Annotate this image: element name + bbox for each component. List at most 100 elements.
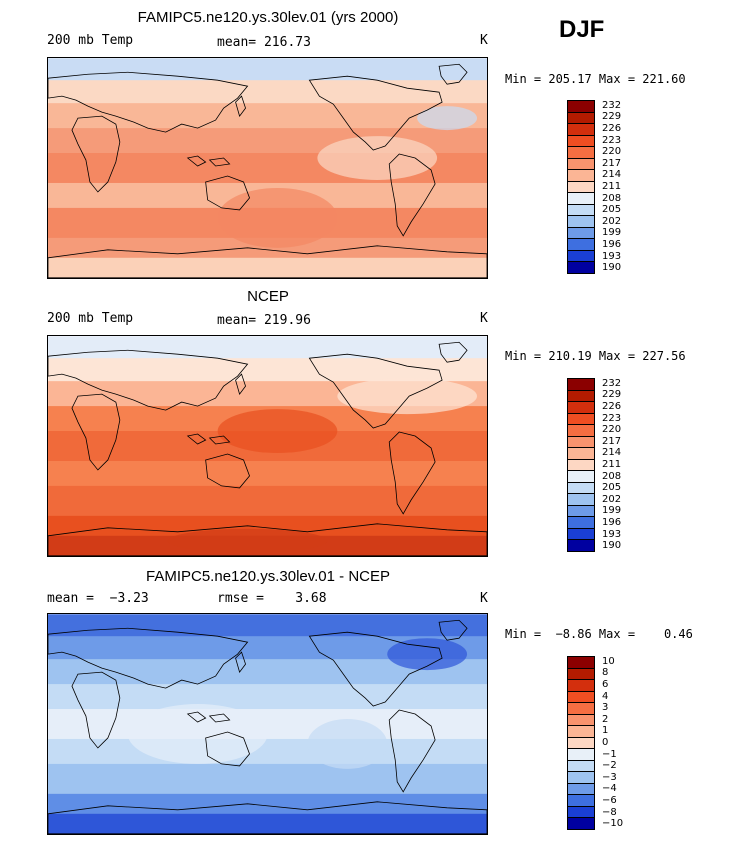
colorbar-swatch (568, 703, 594, 715)
colorbar-swatch (568, 517, 594, 529)
colorbar-label: −10 (602, 818, 624, 830)
colorbar-label: 6 (602, 679, 609, 690)
coastline (308, 631, 443, 707)
colorbar-swatch (568, 772, 594, 784)
map-contour-band (48, 58, 487, 82)
panel-2-colorbar (567, 378, 595, 552)
colorbar-swatch (568, 204, 594, 217)
coastline (48, 801, 487, 834)
map-contour-band (48, 709, 487, 740)
panel-2-map-graphic (48, 336, 487, 556)
colorbar-swatch (568, 227, 594, 240)
colorbar-label: 202 (602, 215, 622, 227)
colorbar-label: 223 (602, 134, 622, 146)
colorbar-label: −6 (602, 795, 617, 806)
season-label: DJF (559, 16, 605, 43)
panel-1-minmax: Min = 205.17 Max = 221.60 (505, 72, 686, 86)
colorbar-label: 208 (602, 470, 622, 482)
coastline (308, 75, 443, 151)
map-contour-band (48, 257, 487, 278)
colorbar-label: 217 (602, 435, 622, 447)
coastline (308, 353, 443, 429)
panel-3-colorbar (567, 656, 595, 830)
colorbar-label: −3 (602, 771, 617, 783)
colorbar-swatch (568, 193, 594, 205)
panel-1-colorbar (567, 100, 595, 274)
colorbar-label: 190 (602, 540, 622, 552)
colorbar-swatch (568, 379, 594, 391)
panel-2-units: K (480, 311, 488, 326)
colorbar-label: 10 (602, 655, 615, 667)
colorbar-swatch (568, 528, 594, 541)
colorbar-label: 211 (602, 181, 622, 192)
colorbar-swatch (568, 250, 594, 263)
colorbar-swatch (568, 170, 594, 182)
map-contour-band (48, 738, 487, 765)
colorbar-swatch (568, 783, 594, 796)
coastline (438, 63, 468, 85)
panel-2-mean-label: mean= 219.96 (217, 313, 311, 328)
colorbar-swatch (568, 402, 594, 414)
colorbar-label: 8 (602, 667, 609, 679)
colorbar-swatch (568, 806, 594, 819)
colorbar-label: 214 (602, 447, 622, 459)
colorbar-label: 205 (602, 204, 622, 216)
panel-1-mean-label: mean= 216.73 (217, 35, 311, 50)
colorbar-swatch (568, 147, 594, 159)
panel-1-title: FAMIPC5.ne120.ys.30lev.01 (yrs 2000) (137, 9, 399, 26)
colorbar-swatch (568, 459, 594, 472)
colorbar-swatch (568, 760, 594, 773)
colorbar-swatch (568, 216, 594, 228)
colorbar-swatch (568, 505, 594, 518)
map-contour-region (217, 409, 338, 453)
map-contour-band (48, 460, 487, 487)
panel-2-title: NCEP (247, 288, 289, 305)
colorbar-label: 4 (602, 690, 609, 702)
colorbar-label: 211 (602, 459, 622, 470)
map-contour-band (48, 80, 487, 105)
panel-2-map (47, 335, 488, 557)
coastline (48, 245, 487, 278)
colorbar-label: 202 (602, 493, 622, 505)
map-contour-band (48, 485, 487, 517)
panel-1-units: K (480, 33, 488, 48)
colorbar-label: −2 (602, 760, 617, 772)
colorbar-swatch (568, 101, 594, 113)
colorbar-swatch (568, 471, 594, 483)
colorbar-swatch (568, 124, 594, 136)
colorbar-label: −8 (602, 806, 617, 818)
colorbar-label: 223 (602, 412, 622, 424)
colorbar-swatch (568, 425, 594, 437)
map-contour-band (48, 614, 487, 638)
coastline (48, 627, 249, 689)
coastline (205, 731, 250, 767)
map-contour-band (48, 636, 487, 661)
map-contour-band (48, 813, 487, 834)
panel-3-map (47, 613, 488, 835)
map-contour-region (337, 378, 478, 415)
colorbar-label: 229 (602, 389, 622, 401)
coastline (208, 435, 231, 445)
coastline (71, 671, 121, 749)
colorbar-label: 232 (602, 377, 622, 389)
panel-2-variable-label: 200 mb Temp (47, 311, 134, 326)
coastline (48, 523, 487, 556)
colorbar-label: −1 (602, 748, 617, 760)
coastline (48, 71, 249, 133)
coastline (71, 393, 121, 471)
panel-3-title: FAMIPC5.ne120.ys.30lev.01 - NCEP (146, 568, 390, 585)
coastline (208, 157, 231, 167)
coastline (205, 453, 250, 489)
colorbar-swatch (568, 436, 594, 449)
panel-3-minmax: Min = −8.86 Max = 0.46 (505, 627, 693, 641)
panel-3-mean-label: mean = −3.23 (47, 591, 149, 606)
coastline (235, 373, 246, 396)
coastline (186, 433, 207, 445)
map-contour-region (387, 638, 468, 671)
colorbar-label: 193 (602, 250, 622, 262)
colorbar-label: 205 (602, 482, 622, 494)
colorbar-swatch (568, 448, 594, 460)
map-contour-region (217, 187, 338, 248)
colorbar-swatch (568, 413, 594, 426)
colorbar-label: 208 (602, 192, 622, 204)
